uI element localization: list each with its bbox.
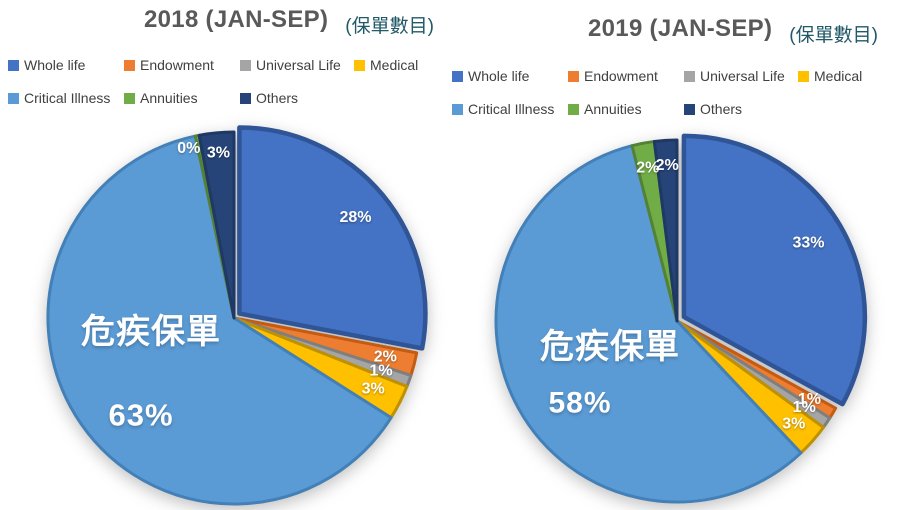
legend-item-others: Others bbox=[240, 90, 354, 107]
legend-label: Endowment bbox=[584, 68, 658, 84]
legend-swatch-annuities bbox=[124, 93, 135, 104]
pie-slice-label-universal-life: 1% bbox=[369, 362, 392, 379]
chart-header-2018: 2018 (JAN-SEP) (保單數目) bbox=[144, 6, 434, 38]
pie-slice-label-universal-life: 1% bbox=[793, 399, 816, 416]
legend-swatch-endowment bbox=[124, 60, 135, 71]
legend-label: Annuities bbox=[584, 101, 642, 117]
legend-label: Medical bbox=[370, 57, 419, 73]
chart-subtitle-2018: (保單數目) bbox=[345, 16, 434, 37]
pie-slice-whole-life bbox=[237, 125, 428, 351]
pie-slice-others bbox=[197, 130, 236, 320]
pie-center-label: 58% bbox=[548, 387, 611, 420]
legend-swatch-others bbox=[684, 104, 695, 115]
pie-slice-critical-illness bbox=[46, 134, 393, 506]
chart-subtitle-2019: (保單數目) bbox=[789, 25, 878, 46]
legend-swatch-whole-life bbox=[8, 60, 19, 71]
legend-item-endowment: Endowment bbox=[568, 68, 684, 85]
legend-label: Whole life bbox=[468, 68, 530, 84]
pie-slice-label-others: 2% bbox=[656, 157, 679, 174]
pie-slice-label-whole-life: 33% bbox=[793, 235, 825, 252]
legend-item-medical: Medical bbox=[354, 57, 418, 74]
legend-label: Whole life bbox=[24, 57, 86, 73]
legend-swatch-others bbox=[240, 93, 251, 104]
pie-slice-label-annuities: 0% bbox=[177, 140, 200, 157]
pie-slice-label-annuities: 2% bbox=[636, 160, 659, 177]
legend-item-whole-life: Whole life bbox=[8, 57, 124, 74]
legend-item-annuities: Annuities bbox=[568, 101, 684, 118]
legend-label: Universal Life bbox=[700, 68, 785, 84]
pie-center-label: 危疾保單 bbox=[540, 328, 680, 366]
legend-item-critical-illness: Critical Illness bbox=[8, 90, 124, 107]
pie-slice-whole-life bbox=[681, 133, 868, 407]
legend-item-medical: Medical bbox=[798, 68, 862, 85]
legend-label: Critical Illness bbox=[468, 101, 555, 117]
pie-center-label: 63% bbox=[108, 398, 173, 433]
legend-label: Critical Illness bbox=[24, 90, 111, 106]
legend-item-endowment: Endowment bbox=[124, 57, 240, 74]
pie-slice-label-endowment: 1% bbox=[798, 391, 821, 408]
pie-slice-others bbox=[652, 138, 679, 323]
chart-title-2018: 2018 (JAN-SEP) bbox=[144, 6, 329, 33]
legend-2019: Whole life Endowment Universal Life Medical… bbox=[452, 68, 862, 118]
pie-slice-label-endowment: 2% bbox=[374, 348, 397, 365]
legend-item-universal-life: Universal Life bbox=[684, 68, 798, 85]
pie-slice-label-whole-life: 28% bbox=[339, 209, 371, 226]
legend-2018: Whole life Endowment Universal Life Medical… bbox=[8, 57, 418, 107]
legend-item-critical-illness: Critical Illness bbox=[452, 101, 568, 118]
legend-swatch-critical-illness bbox=[8, 93, 19, 104]
legend-item-universal-life: Universal Life bbox=[240, 57, 354, 74]
pie-slice-label-medical: 3% bbox=[782, 415, 805, 432]
legend-item-others: Others bbox=[684, 101, 798, 118]
pie-center-label: 危疾保單 bbox=[81, 313, 221, 351]
legend-swatch-universal-life bbox=[684, 71, 695, 82]
legend-swatch-whole-life bbox=[452, 71, 463, 82]
legend-item-whole-life: Whole life bbox=[452, 68, 568, 85]
legend-label: Endowment bbox=[140, 57, 214, 73]
legend-swatch-critical-illness bbox=[452, 104, 463, 115]
pie-slice-critical-illness bbox=[494, 144, 803, 504]
legend-swatch-medical bbox=[798, 71, 809, 82]
chart-header-2019: 2019 (JAN-SEP) (保單數目) bbox=[588, 15, 878, 47]
legend-label: Others bbox=[700, 101, 743, 117]
legend-label: Universal Life bbox=[256, 57, 341, 73]
chart-title-2019: 2019 (JAN-SEP) bbox=[588, 15, 773, 42]
legend-item-annuities: Annuities bbox=[124, 90, 240, 107]
pie-slice-label-others: 3% bbox=[207, 145, 230, 162]
pie-slice-label-medical: 3% bbox=[362, 380, 385, 397]
legend-swatch-endowment bbox=[568, 71, 579, 82]
legend-label: Medical bbox=[814, 68, 863, 84]
legend-swatch-annuities bbox=[568, 104, 579, 115]
legend-label: Others bbox=[256, 90, 299, 106]
legend-label: Annuities bbox=[140, 90, 198, 106]
legend-swatch-universal-life bbox=[240, 60, 251, 71]
legend-swatch-medical bbox=[354, 60, 365, 71]
